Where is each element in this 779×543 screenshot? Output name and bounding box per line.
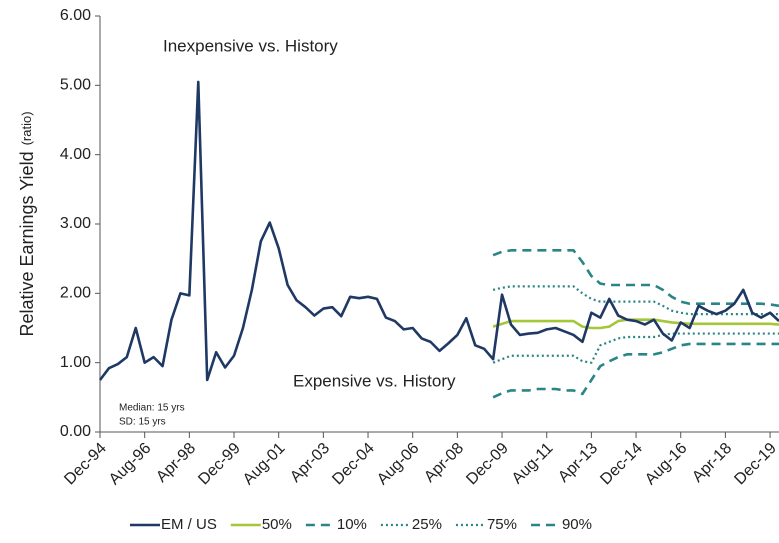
- x-tick-label: Dec-09: [463, 440, 512, 489]
- y-tick-label: 2.00: [60, 285, 91, 302]
- y-axis-unit: (ratio): [19, 111, 34, 145]
- y-tick-label: 4.00: [60, 146, 91, 163]
- x-tick-label: Apr-18: [689, 440, 735, 486]
- series-line: [492, 318, 779, 330]
- x-tick-label: Aug-16: [642, 440, 691, 489]
- y-tick-label: 5.00: [60, 77, 91, 94]
- y-tick-label: 6.00: [60, 7, 91, 24]
- legend-label: 10%: [337, 516, 367, 533]
- y-axis-title: Relative Earnings Yield: [17, 151, 37, 336]
- annotation: Inexpensive vs. History: [163, 36, 338, 55]
- x-tick-label: Apr-03: [287, 440, 333, 486]
- y-axis-label: Relative Earnings Yield (ratio): [17, 111, 37, 336]
- series-line: [492, 285, 779, 316]
- x-tick-label: Aug-01: [240, 440, 289, 489]
- annotation: Median: 15 yrs: [119, 403, 185, 414]
- series-line: [98, 80, 779, 382]
- x-tick-label: Aug-96: [106, 440, 155, 489]
- x-tick-label: Apr-13: [555, 440, 601, 486]
- legend-label: 25%: [412, 516, 442, 533]
- y-tick-label: 1.00: [60, 354, 91, 371]
- y-tick-label: 0.00: [60, 423, 91, 440]
- x-tick-label: Aug-11: [509, 440, 557, 488]
- legend-label: 50%: [262, 516, 292, 533]
- legend-label: EM / US: [161, 516, 217, 533]
- y-tick-label: 3.00: [60, 215, 91, 232]
- x-tick-label: Dec-04: [329, 440, 378, 489]
- legend-label: 75%: [487, 516, 517, 533]
- annotation: SD: 15 yrs: [119, 417, 166, 428]
- x-tick-label: Dec-14: [597, 440, 646, 489]
- x-tick-label: Dec-99: [195, 440, 244, 489]
- x-tick-label: Aug-06: [374, 440, 423, 489]
- legend-label: 90%: [562, 516, 592, 533]
- series-line: [492, 249, 779, 308]
- annotation: Expensive vs. History: [293, 371, 456, 390]
- x-tick-label: Dec-19: [731, 440, 779, 489]
- x-tick-label: Apr-98: [153, 440, 199, 486]
- series-line: [492, 332, 779, 364]
- x-tick-label: Apr-08: [421, 440, 467, 486]
- x-tick-label: Dec-94: [61, 440, 110, 489]
- series-line: [492, 342, 779, 399]
